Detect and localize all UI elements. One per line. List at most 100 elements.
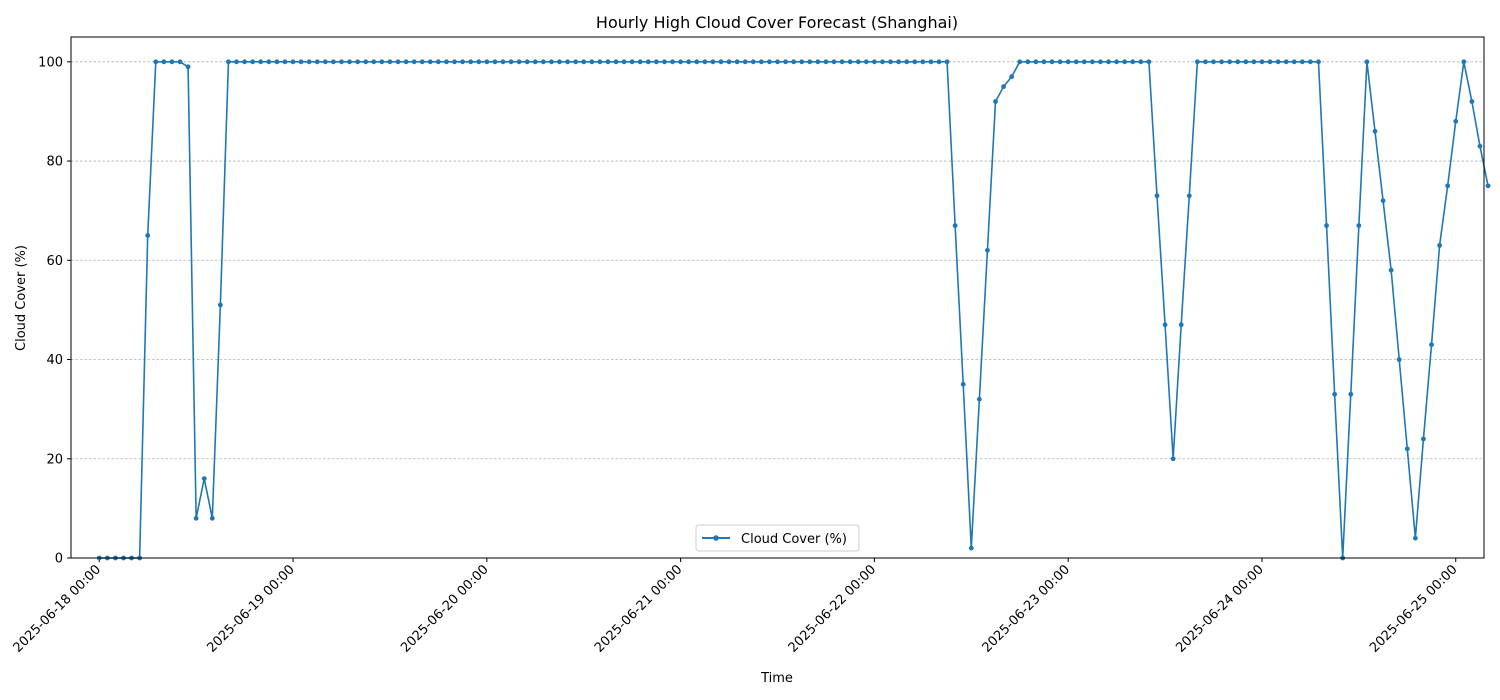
data-point (928, 59, 934, 65)
data-point (234, 59, 239, 65)
data-point (185, 64, 191, 70)
data-point (363, 59, 369, 65)
data-point (968, 545, 974, 551)
data-point (266, 59, 272, 65)
data-point (282, 59, 288, 65)
data-point (1324, 223, 1329, 228)
series-cloud-cover (96, 59, 1491, 561)
data-point (613, 59, 619, 65)
data-point (855, 59, 861, 65)
x-tick-label: 2025-06-25 00:00 (1367, 562, 1460, 655)
data-point (209, 515, 215, 521)
data-point (347, 59, 352, 65)
data-point (1267, 59, 1273, 65)
data-point (1219, 59, 1224, 65)
data-point (589, 59, 595, 65)
data-point (742, 59, 748, 65)
data-point (1477, 143, 1483, 149)
data-point (1154, 193, 1160, 199)
data-point (1203, 59, 1208, 65)
data-point (1138, 59, 1144, 65)
data-point (976, 396, 982, 402)
data-point (823, 59, 829, 65)
data-point (1146, 59, 1152, 65)
x-tick-label: 2025-06-22 00:00 (786, 562, 879, 655)
data-point (581, 59, 587, 65)
data-point (444, 59, 449, 65)
data-point (734, 59, 740, 65)
data-point (815, 59, 821, 65)
data-point (726, 59, 732, 65)
data-point (1186, 193, 1192, 199)
data-point (1057, 59, 1063, 65)
data-point (993, 99, 998, 104)
x-tick-label: 2025-06-20 00:00 (398, 562, 491, 655)
data-point (314, 59, 320, 65)
data-point (645, 59, 651, 65)
data-point (767, 59, 772, 65)
data-point (1243, 59, 1249, 65)
data-point (880, 59, 885, 65)
data-point (1275, 59, 1281, 65)
data-point (750, 59, 756, 65)
data-point (694, 59, 700, 65)
data-point (193, 515, 199, 521)
y-tick-label: 80 (46, 155, 63, 170)
data-point (1283, 59, 1289, 65)
data-point (411, 59, 417, 65)
data-point (1421, 436, 1426, 442)
data-point (226, 59, 231, 65)
data-point (1445, 183, 1451, 189)
data-point (637, 59, 643, 65)
x-tick-label: 2025-06-23 00:00 (980, 562, 1073, 655)
data-point (1308, 59, 1313, 65)
data-point (621, 59, 627, 65)
data-point (387, 59, 393, 65)
data-point (177, 59, 183, 65)
data-point (985, 247, 990, 253)
data-point (1348, 391, 1354, 397)
data-point (605, 59, 611, 65)
data-point (1211, 59, 1216, 65)
data-point (468, 59, 474, 65)
data-point (1453, 118, 1459, 124)
data-point (1041, 59, 1047, 65)
data-point (1227, 59, 1233, 65)
data-point (758, 59, 764, 65)
data-point (1162, 322, 1168, 328)
y-tick-label: 100 (38, 55, 63, 70)
data-point (1388, 267, 1394, 273)
data-point (306, 59, 312, 65)
data-point (1073, 59, 1079, 65)
data-point (145, 233, 151, 238)
data-point (775, 59, 780, 65)
data-point (920, 59, 926, 65)
data-point (831, 59, 837, 65)
data-point (1485, 183, 1491, 189)
data-point (1291, 59, 1297, 65)
legend-point-marker (713, 535, 719, 541)
data-point (1017, 59, 1023, 65)
data-point (1098, 59, 1103, 65)
x-axis-label: Time (760, 671, 793, 686)
data-point (1469, 99, 1475, 104)
data-point (169, 59, 175, 65)
data-point (1429, 342, 1434, 348)
data-point (944, 59, 950, 65)
data-point (371, 59, 377, 65)
data-point (839, 59, 845, 65)
data-point (1122, 59, 1128, 65)
data-point (888, 59, 893, 65)
data-point (274, 59, 280, 65)
data-point (1081, 59, 1087, 65)
data-point (904, 59, 910, 65)
data-point (1025, 59, 1031, 65)
data-point (1372, 128, 1378, 134)
data-point (484, 59, 490, 65)
data-point (201, 476, 207, 482)
data-point (1259, 59, 1265, 65)
data-point (250, 59, 256, 65)
data-point (298, 59, 304, 65)
data-point (871, 59, 877, 65)
data-point (670, 59, 675, 65)
